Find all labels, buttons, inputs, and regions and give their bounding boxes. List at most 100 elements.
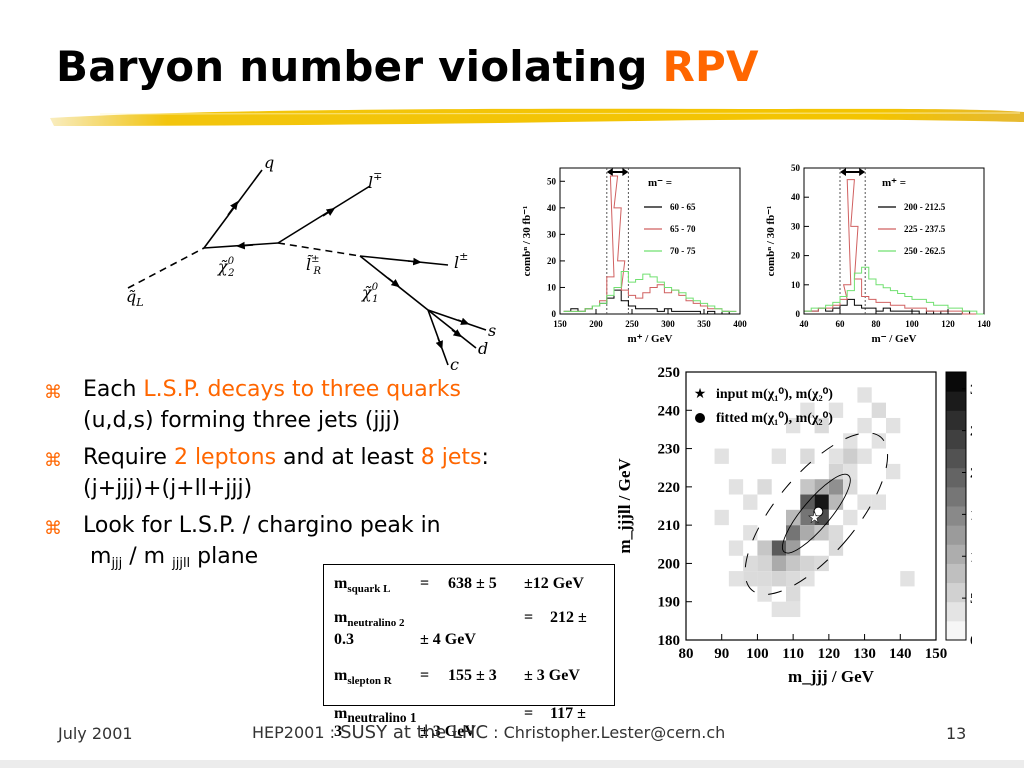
x-tick-label: 350 [697,319,711,329]
series-line-2 [804,179,984,315]
heatmap-cell [900,571,915,587]
colorbar-frame [945,371,967,641]
y-axis-label: m_jjjll / GeV [615,458,634,554]
heatmap-cell [843,479,858,495]
x-tick-label: 150 [925,646,948,662]
slide-title-main: Baryon number violating [56,42,648,91]
heatmap-cell [786,509,801,526]
heatmap-cell [786,571,801,587]
heatmap-cell [857,387,872,403]
heatmap-cell [886,417,901,434]
heatmap-cell [786,586,801,602]
feyn-s-label: s [488,321,496,340]
x-tick-label: 130 [853,646,876,662]
footer-conference: HEP2001 : SUSY at the LHC : Christopher.… [252,722,726,743]
legend-entry: 225 - 237.5 [904,224,946,234]
mass-plane-heatmap: ★80 90 100 110 120 130 140 15018019020021022023… [615,365,972,686]
x-tick-label: 40 [800,319,810,329]
series-line-3 [804,266,984,315]
heatmap-cell [814,555,829,572]
y-tick-label: 220 [658,480,681,496]
heatmap-cell [786,525,801,541]
y-tick-label: 0 [796,309,801,319]
heatmap-cell [714,448,729,464]
colorbar-step [946,563,966,584]
heatmap-cell [757,555,772,572]
heatmap-cell [714,509,729,526]
colorbar-step [946,429,966,450]
heatmap-cell [771,601,786,618]
legend-star-icon: ★ [694,386,707,402]
legend-entry: 250 - 262.5 [904,246,946,256]
colorbar-step [946,372,966,392]
feyn-c-label: c [450,355,459,372]
feyn-chi2-label: χ̃0 2 [217,256,235,279]
heatmap-cell [871,494,886,510]
heatmap-cell [743,525,758,541]
colorbar-tick-label: 10 [970,549,972,565]
legend-entry: 65 - 70 [670,224,696,234]
heatmap-cell [728,479,744,495]
y-tick-label: 40 [791,192,801,202]
x-tick-label: 90 [714,646,729,662]
input-point-star: ★ [808,508,821,526]
y-tick-label: 200 [658,556,681,572]
heatmap-cell [728,571,744,587]
heatmap-cell [828,479,844,495]
window-arrowhead-right [859,168,866,176]
plot-frame [803,167,985,315]
heatmap-cell [843,509,858,526]
y-tick-label: 20 [547,256,557,266]
heatmap-cell [828,402,844,418]
heatmap-cell [800,571,815,587]
colorbar-step [946,448,966,469]
heatmap-cell [843,433,858,449]
x-tick-label: 250 [625,319,639,329]
legend-entry: 200 - 212.5 [904,202,946,212]
heatmap-cell [814,525,829,541]
y-tick-label: 230 [658,442,681,458]
heatmap-cell [757,586,772,602]
heatmap-cell [786,555,801,572]
colorbar-step [946,601,966,622]
colorbar-tick-label: 0 [970,633,972,649]
heatmap-cell [800,555,815,572]
legend-entry: fitted m(χ₁⁰), m(χ₂⁰) [716,411,833,426]
heatmap-cell [886,463,901,480]
colorbar-tick-label: 25 [970,424,972,440]
colorbar-step [946,391,966,411]
colorbar-step [946,506,966,526]
x-tick-label: 400 [733,319,747,329]
heatmap-cell [786,540,801,556]
y-tick-label: 240 [658,403,681,419]
footer-page-number: 13 [946,724,967,743]
heatmap-cell [771,448,786,464]
heatmap-cell [857,494,872,510]
heatmap-cell [743,494,758,510]
fitted-point [813,506,824,517]
feyn-chi1-label: χ̃0 1 [361,282,379,305]
feyn-d-label: d [478,339,488,358]
heatmap-cell [757,479,772,495]
mass-row-neutralino2-wrap: 0.3 ± 4 GeV [334,631,476,648]
x-tick-label: 200 [589,319,603,329]
fit-contour-outer [744,432,889,595]
series-line-3 [563,271,737,312]
x-tick-label: 60 [836,319,846,329]
mass-row-slepton: mslepton R = 155 ± 3 ± 3 GeV [334,667,580,688]
x-axis-label: m⁺ / GeV [628,333,673,345]
x-tick-label: 80 [679,646,694,662]
y-tick-label: 210 [658,518,681,534]
y-axis-label: combⁿ / 30 fb⁻¹ [765,206,777,277]
colorbar-step [946,620,966,641]
mass-row-neutralino1-overflow: mneutralino 1 = 117 ± 3 ± 3 GeV [334,705,586,740]
window-arrowhead-right [622,168,629,176]
mass-results-box: msquark L = 638 ± 5 ±12 GeV mneutralino … [323,564,615,740]
bullet-look-for: ⌘ Look for L.S.P. / chargino peak in mjj… [44,513,441,571]
y-tick-label: 30 [547,229,557,239]
heatmap-cell [800,525,815,541]
footer-date: July 2001 [58,724,133,743]
footer-rule [0,760,1024,768]
y-tick-label: 50 [791,163,801,173]
x-tick-label: 150 [553,319,567,329]
